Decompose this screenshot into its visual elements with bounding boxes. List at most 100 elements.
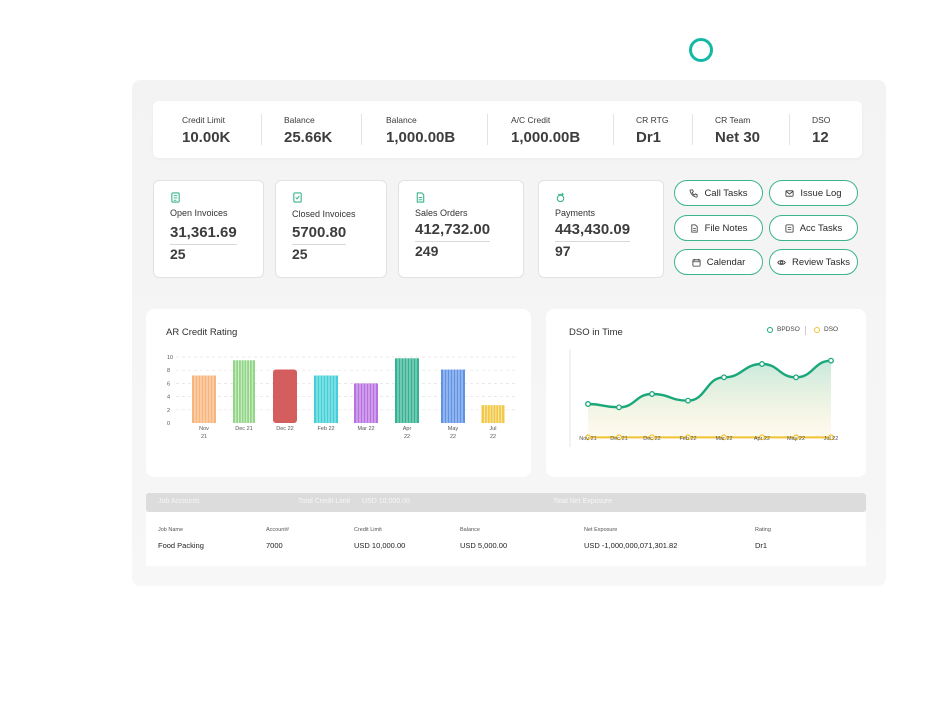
bpdso-legend-dot: [767, 326, 773, 333]
stat-ac-credit: A/C Credit 1,000.00B: [511, 115, 580, 146]
legend-dso: DSO: [814, 326, 838, 333]
column-header-account: Account#: [266, 527, 289, 533]
stat-label: CR RTG: [636, 115, 669, 125]
mail-icon: [785, 189, 794, 197]
bpdso-point: [828, 357, 834, 364]
x-tick-label: May: [448, 426, 459, 432]
strip-job-accounts: Job Accounts: [158, 498, 200, 505]
card-count: 97: [555, 243, 571, 259]
x-tick-label: Jul: [489, 426, 496, 432]
ar-credit-rating-chart: 0 2 4 6 8 10 Nov 21 Dec 21 Dec 22 Feb 22 Mar 22 Apr 2…: [167, 355, 516, 440]
stat-label: DSO: [812, 115, 831, 125]
chart-title: DSO in Time: [569, 327, 623, 338]
invoice-icon: [171, 192, 180, 203]
strip-total-net-exposure: Total Net Exposure: [553, 498, 613, 505]
dso-point: [759, 434, 765, 441]
card-count: 25: [292, 246, 308, 262]
x-tick-label: Dec 22: [276, 426, 293, 432]
card-count: 25: [170, 246, 186, 262]
stat-value: 10.00K: [182, 129, 231, 146]
bar-may-22: [441, 369, 465, 423]
calendar-button[interactable]: Calendar: [674, 249, 763, 275]
stat-value: Net 30: [715, 129, 761, 146]
x-tick-label: Nov 21: [579, 436, 596, 442]
card-sales-orders[interactable]: Sales Orders 412,732.00 249: [398, 180, 524, 278]
issue-log-label: Issue Log: [800, 187, 842, 199]
card-open-invoices[interactable]: Open Invoices 31,361.69 25: [153, 180, 264, 278]
bpdso-point: [793, 374, 799, 381]
bar: [273, 369, 297, 423]
y-tick-label: 4: [167, 395, 170, 401]
dso-point: [685, 434, 691, 441]
dso-point: [585, 434, 591, 441]
issue-log-button[interactable]: Issue Log: [769, 180, 858, 206]
x-tick-label: Apr 22: [754, 436, 770, 442]
card-closed-invoices[interactable]: Closed Invoices 5700.80 25: [275, 180, 387, 278]
bpdso-point: [649, 391, 655, 397]
acc-tasks-label: Acc Tasks: [799, 222, 843, 234]
bpdso-point: [759, 361, 765, 367]
job-accounts-table: Job Name Account# Credit Limit Balance N…: [146, 512, 866, 566]
dso-point: [793, 434, 799, 441]
x-tick-label: Mar 22: [357, 426, 374, 432]
divider: [692, 114, 693, 145]
dso-line-chart: Nov 21 Dec 21 Dec 22 Feb 22 Mar 22 Apr 22 May …: [569, 349, 838, 447]
x-tick-label: Mar 22: [715, 436, 732, 442]
file-notes-label: File Notes: [704, 222, 748, 234]
payment-icon: [556, 192, 565, 203]
stat-label: Balance: [284, 115, 315, 125]
divider: [487, 114, 488, 145]
cell-job-name: Food Packing: [158, 541, 204, 550]
document-icon: [416, 192, 425, 203]
stat-value: 1,000.00B: [386, 129, 456, 146]
cell-rating: Dr1: [755, 541, 768, 550]
bar-dec-22: [273, 369, 297, 423]
dso-in-time-panel: DSO in Time BPDSO DSO Nov 21 Dec 21 Dec 22…: [546, 309, 866, 477]
x-tick-label: 22: [490, 434, 496, 440]
strip-total-credit-limit: Total Credit Limit: [298, 498, 351, 505]
cell-net-exposure: USD -1,000,000,071,301.82: [584, 541, 678, 550]
review-tasks-button[interactable]: Review Tasks: [769, 249, 858, 275]
file-notes-button[interactable]: File Notes: [674, 215, 763, 241]
x-tick-label: Feb 22: [679, 436, 696, 442]
stat-label: A/C Credit: [511, 115, 551, 125]
divider: [261, 114, 262, 145]
y-tick-label: 2: [167, 408, 170, 414]
bpdso-area: [588, 360, 831, 438]
card-payments[interactable]: Payments 443,430.09 97: [538, 180, 664, 278]
x-tick-label: Nov: [199, 426, 209, 432]
x-tick-label: 21: [201, 434, 207, 440]
file-icon: [691, 223, 698, 233]
bpdso-point: [685, 397, 691, 404]
x-tick-label: Feb 22: [317, 426, 334, 432]
x-tick-label: 22: [404, 434, 410, 440]
bar-nov-21: [192, 375, 216, 423]
bar-jul-22: [481, 405, 505, 423]
dso-point: [721, 434, 727, 441]
x-tick-label: Dec 21: [610, 436, 627, 442]
call-tasks-button[interactable]: Call Tasks: [674, 180, 763, 206]
bar-mar-22: [354, 383, 378, 423]
dso-legend-dot: [814, 326, 820, 333]
column-header-job-name: Job Name: [158, 527, 184, 533]
divider: [613, 114, 614, 145]
card-label: Open Invoices: [170, 208, 228, 218]
dso-point: [649, 434, 655, 441]
dso-point: [828, 434, 834, 441]
stat-cr-rtg: CR RTG Dr1: [636, 115, 668, 146]
calendar-label: Calendar: [706, 256, 746, 268]
bpdso-point: [585, 401, 591, 407]
legend-divider: [805, 326, 806, 335]
card-amount: 412,732.00: [415, 221, 491, 242]
acc-tasks-button[interactable]: Acc Tasks: [769, 215, 858, 241]
stat-cr-team: CR Team Net 30: [715, 115, 760, 146]
legend-bpdso: BPDSO: [767, 326, 800, 333]
x-tick-label: Apr: [403, 426, 412, 432]
stat-balance-2: Balance 1,000.00B: [386, 115, 455, 146]
legend-label: BPDSO: [777, 326, 800, 333]
stat-value: 1,000.00B: [511, 129, 581, 146]
chart-title: AR Credit Rating: [166, 327, 238, 338]
bar-apr-22: [395, 358, 419, 423]
stat-balance: Balance 25.66K: [284, 115, 332, 146]
eye-icon: [777, 259, 786, 265]
